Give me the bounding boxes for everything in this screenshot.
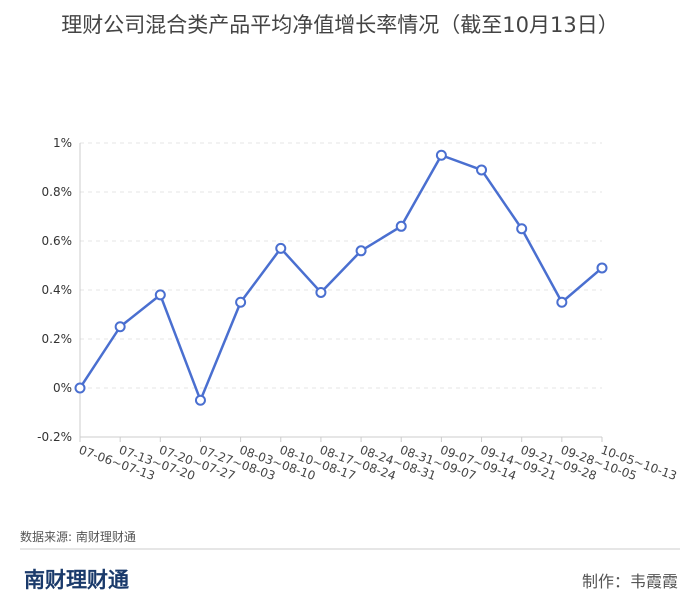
- source: 数据来源: 南财理财通: [20, 529, 136, 544]
- point: [194, 394, 206, 406]
- chart-title: 理财公司混合类产品平均净值增长率情况（截至10月13日）: [61, 13, 618, 37]
- logo: 南财理财通: [24, 567, 129, 592]
- point: [435, 149, 447, 161]
- point: [516, 223, 528, 235]
- point: [315, 286, 327, 298]
- point: [596, 262, 608, 274]
- point: [355, 245, 367, 257]
- point: [476, 164, 488, 176]
- point: [74, 382, 86, 394]
- credit: 制作：韦霞霞: [582, 572, 678, 591]
- point: [275, 242, 287, 254]
- y-tick-label: 0.2%: [42, 332, 73, 346]
- point: [235, 296, 247, 308]
- y-tick-label: 1%: [53, 136, 72, 150]
- line: [78, 154, 603, 402]
- y-tick-label: 0.6%: [42, 234, 73, 248]
- point: [154, 289, 166, 301]
- y-tick-label: 0.4%: [42, 283, 73, 297]
- y-tick-label: 0%: [53, 381, 72, 395]
- point: [114, 321, 126, 333]
- point: [395, 220, 407, 232]
- y-tick-label: -0.2%: [37, 430, 72, 444]
- y-tick-label: 0.8%: [42, 185, 73, 199]
- point: [556, 296, 568, 308]
